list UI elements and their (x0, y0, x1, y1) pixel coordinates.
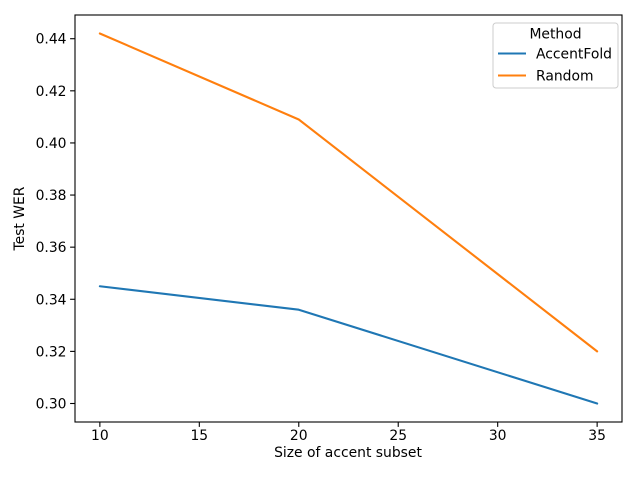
series-line-accentfold (98, 285, 599, 405)
y-tick-label: 0.38 (36, 188, 67, 204)
legend-box (492, 22, 619, 89)
y-axis-label: Test WER (12, 186, 28, 251)
x-tick-label: 20 (290, 428, 308, 444)
x-axis-label: Size of accent subset (274, 445, 422, 461)
x-tick-label: 30 (489, 428, 507, 444)
series-layer (98, 32, 599, 405)
y-tick-label: 0.36 (36, 240, 67, 256)
legend-label: AccentFold (536, 47, 612, 63)
plot-border (74, 14, 623, 423)
y-tick-label: 0.30 (36, 397, 67, 413)
series-line-random (98, 32, 599, 353)
x-tick-label: 35 (588, 428, 606, 444)
x-tick-label: 15 (190, 428, 208, 444)
y-tick-label: 0.32 (36, 344, 67, 360)
y-tick-label: 0.44 (36, 32, 67, 48)
x-tick-label: 10 (91, 428, 109, 444)
legend-label: Random (536, 69, 594, 85)
y-tick-label: 0.34 (36, 292, 67, 308)
x-tick-label: 25 (389, 428, 407, 444)
legend-entries: AccentFold Random (498, 47, 612, 85)
y-tick-label: 0.40 (36, 136, 67, 152)
y-tick-label: 0.42 (36, 84, 67, 100)
legend: Method AccentFold Random (492, 22, 619, 89)
legend-title: Method (529, 27, 581, 43)
tick-layer: 10 15 20 25 30 35 0.30 0.32 0.34 0.36 0.38 0.40 0.42… (36, 32, 606, 444)
